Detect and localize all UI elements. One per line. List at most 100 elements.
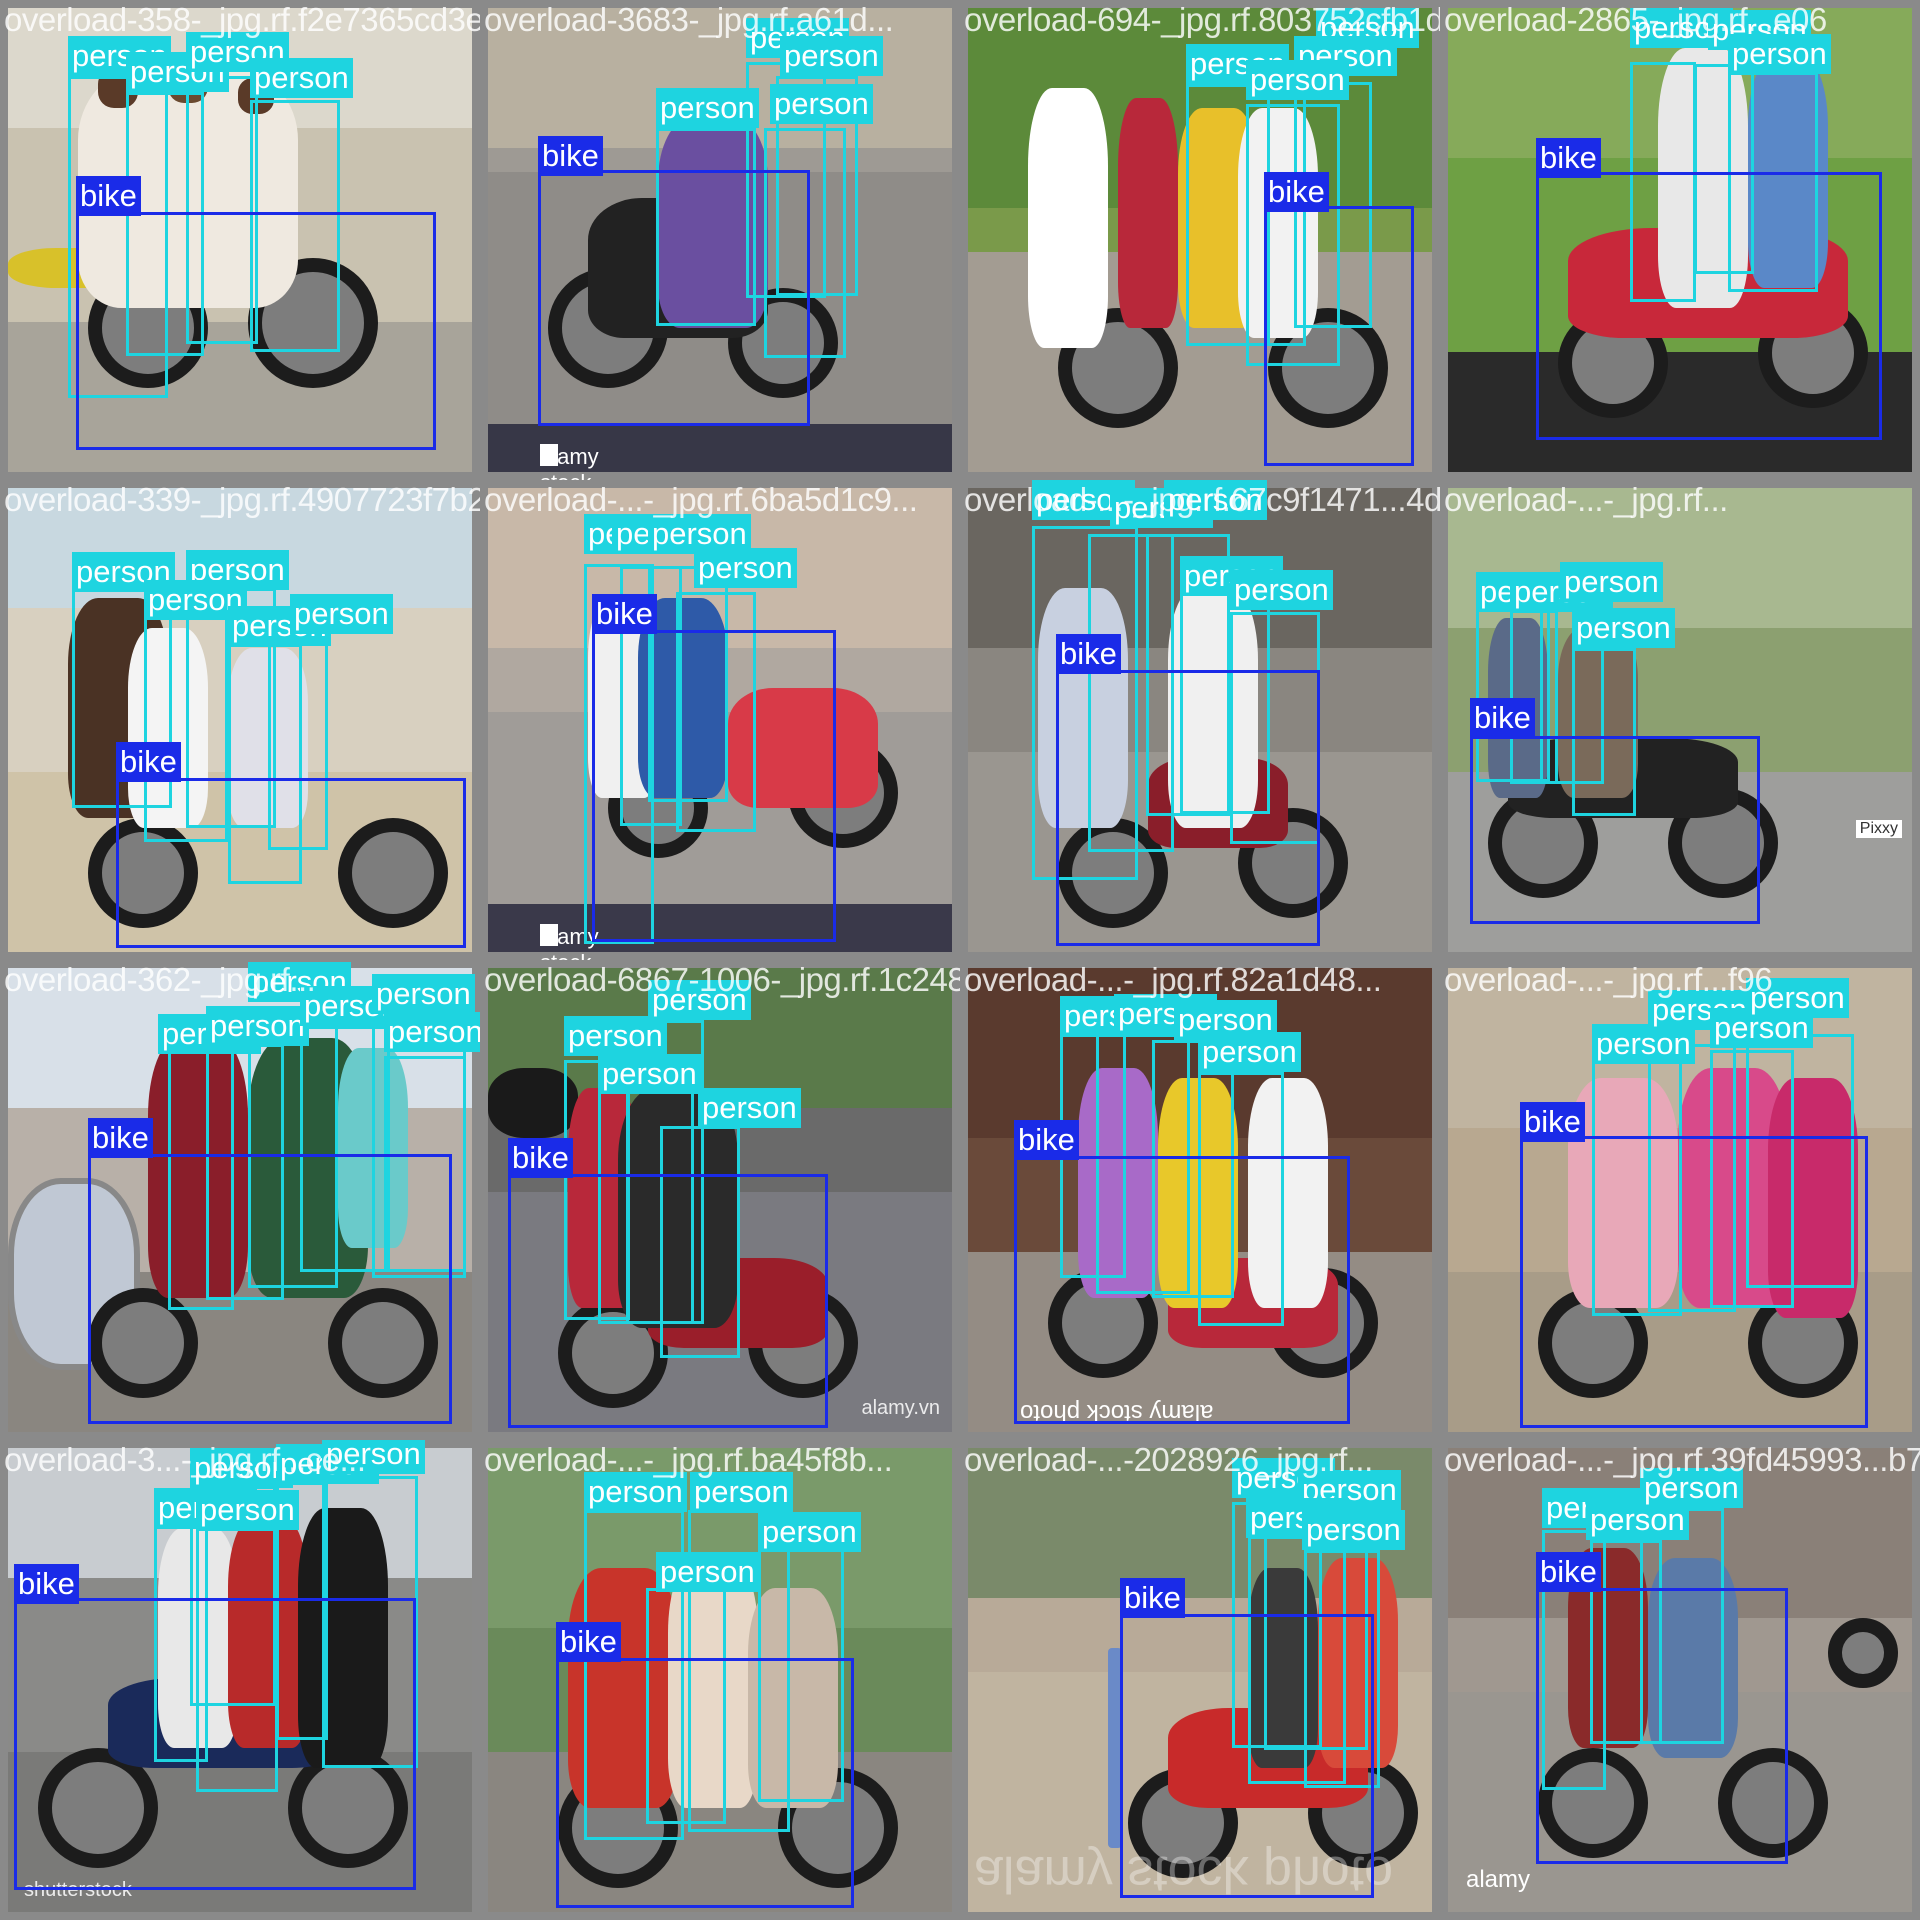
- person-label: person: [564, 1016, 667, 1056]
- person-label: person: [322, 1440, 425, 1474]
- person-label: person: [250, 58, 353, 98]
- person-label: person: [1230, 570, 1333, 610]
- person-box: [1198, 1072, 1284, 1326]
- person-box: [1572, 648, 1636, 816]
- tile-11: overload-...-_jpg.rf.82a1d48... person p…: [960, 960, 1440, 1440]
- person-box: [648, 566, 728, 802]
- bike-label: bike: [1536, 1552, 1601, 1592]
- bike-label: bike: [538, 136, 603, 176]
- person-box: [1590, 1540, 1662, 1744]
- bike-label: bike: [1056, 634, 1121, 674]
- person-label: person: [186, 32, 289, 72]
- person-label: person: [694, 548, 797, 588]
- image-filename: overload-362-_jpg.rf...: [4, 961, 316, 998]
- bike-label: bike: [1520, 1102, 1585, 1142]
- person-label: person: [648, 980, 751, 1020]
- person-box: [764, 128, 846, 358]
- person-label: person: [196, 1490, 299, 1530]
- person-label: person: [656, 88, 759, 128]
- bike-box: [116, 778, 466, 948]
- bike-label: bike: [556, 1622, 621, 1662]
- person-label: person: [598, 1054, 701, 1094]
- photo: [488, 8, 952, 472]
- alamy-logo-icon: a: [540, 444, 558, 466]
- bike-box: [1014, 1156, 1350, 1424]
- person-label: person: [206, 1006, 309, 1046]
- person-box: [1304, 1550, 1380, 1788]
- person-label: person: [584, 1472, 687, 1512]
- tile-1: overload-358-_jpg.rf.f2e7365cd3ea8b366..…: [0, 0, 480, 480]
- bike-label: bike: [76, 176, 141, 216]
- image-filename: overload-...-_jpg.rf.67c9f1471...4d0ad..…: [964, 481, 1440, 518]
- image-filename: overload-694-_jpg.rf.803752cfb1d4d5165..…: [964, 1, 1440, 38]
- bike-label: bike: [1014, 1120, 1079, 1160]
- watermark-text: alamy: [1466, 1866, 1531, 1893]
- person-box: [1542, 1530, 1606, 1790]
- person-label: person: [1302, 1510, 1405, 1550]
- person-label: person: [1592, 1024, 1695, 1064]
- person-box: [584, 564, 654, 944]
- person-box: [656, 128, 756, 326]
- person-label: person: [656, 1552, 759, 1592]
- person-box: [1246, 104, 1340, 366]
- tile-10: overload-6867-1006-_jpg.rf.1c2484198f7..…: [480, 960, 960, 1440]
- bike-box: [1264, 206, 1414, 466]
- bike-box: [1520, 1136, 1868, 1428]
- tile-15: overload-...-2028926_jpg.rf... person pe…: [960, 1440, 1440, 1920]
- watermark-text: alamy.vn: [861, 1397, 940, 1419]
- bike-label: bike: [508, 1138, 573, 1178]
- person-box: [300, 1026, 390, 1272]
- bike-box: [508, 1174, 828, 1428]
- bike-label: bike: [1470, 698, 1535, 738]
- tile-7: overload-...-_jpg.rf.67c9f1471...4d0ad..…: [960, 480, 1440, 960]
- bike-box: [592, 630, 836, 942]
- photo: [8, 8, 472, 472]
- person-label: person: [1728, 34, 1831, 74]
- image-filename: overload-3...-_jpg.rf...ce...: [4, 1441, 366, 1478]
- bike-box: [76, 212, 436, 450]
- image-filename: overload-...-_jpg.rf.82a1d48...: [964, 961, 1382, 998]
- tile-5: overload-339-_jpg.rf.4907723f7b2c... per…: [0, 480, 480, 960]
- person-label: person: [1246, 60, 1349, 100]
- person-label: person: [1198, 1032, 1301, 1072]
- person-box: [384, 1056, 466, 1272]
- person-label: person: [690, 1472, 793, 1512]
- person-box: [776, 76, 858, 296]
- person-label: person: [1746, 978, 1849, 1018]
- person-label: person: [698, 1088, 801, 1128]
- person-label: person: [372, 974, 475, 1014]
- tile-9: overload-362-_jpg.rf... person person pe…: [0, 960, 480, 1440]
- tile-2: overload-3683-_jpg.rf.a61d... person per…: [480, 0, 960, 480]
- person-box: [1152, 1040, 1234, 1298]
- person-label: person: [1640, 1468, 1743, 1508]
- bike-label: bike: [1264, 172, 1329, 212]
- person-label: person: [290, 594, 393, 634]
- tile-6: overload-...-_jpg.rf.6ba5d1c9... person …: [480, 480, 960, 960]
- image-filename: overload-6867-1006-_jpg.rf.1c2484198f7..…: [484, 961, 960, 998]
- tile-13: overload-3...-_jpg.rf...ce... person per…: [0, 1440, 480, 1920]
- bike-label: bike: [88, 1118, 153, 1158]
- image-filename: overload-...-_jpg.rf...f96: [1444, 961, 1773, 998]
- photo: [968, 8, 1432, 472]
- person-label: person: [1164, 480, 1267, 520]
- image-filename: overload-2865-_jpg.rf...e06: [1444, 1, 1827, 38]
- image-filename: overload-...-_jpg.rf.ba45f8b...: [484, 1441, 893, 1478]
- person-label: person: [384, 1012, 480, 1052]
- person-box: [1032, 526, 1138, 880]
- photo: [1448, 8, 1912, 472]
- bike-label: bike: [1536, 138, 1601, 178]
- bike-box: [88, 1154, 452, 1424]
- bike-box: [1056, 670, 1320, 946]
- person-box: [1694, 64, 1754, 274]
- bike-box: [14, 1598, 416, 1890]
- image-filename: overload-...-2028926_jpg.rf...: [964, 1441, 1373, 1478]
- bike-box: [1536, 1588, 1788, 1864]
- person-box: [676, 592, 756, 832]
- tile-8: overload-...-_jpg.rf... person person pe…: [1440, 480, 1920, 960]
- image-filename: overload-339-_jpg.rf.4907723f7b2c...: [4, 481, 480, 518]
- person-box: [126, 92, 204, 356]
- bike-box: [1120, 1614, 1374, 1898]
- person-box: [68, 76, 168, 398]
- bike-label: bike: [592, 594, 657, 634]
